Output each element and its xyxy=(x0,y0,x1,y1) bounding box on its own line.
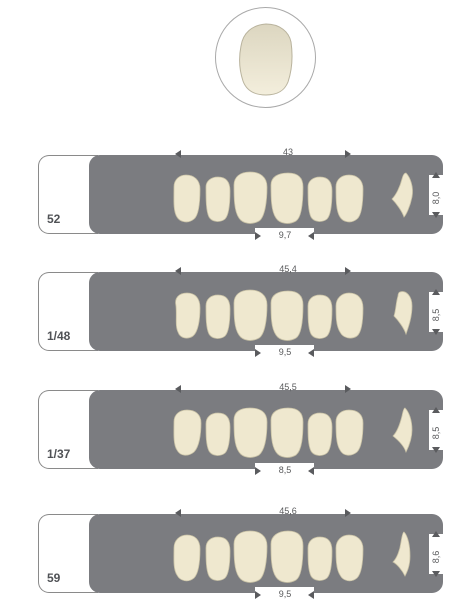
width-bar xyxy=(227,381,405,390)
central-width-bar xyxy=(255,463,314,474)
height-value: 8,6 xyxy=(431,550,441,564)
height-bar xyxy=(429,292,443,332)
teeth-row-icon xyxy=(173,530,364,583)
arrow-right-icon xyxy=(345,150,351,158)
width-bar xyxy=(227,505,405,514)
model-label-box xyxy=(38,155,98,234)
tooth-side-profile xyxy=(390,288,416,341)
model-label-box xyxy=(38,272,98,351)
anterior-teeth-set xyxy=(168,526,388,591)
model-number: 52 xyxy=(47,212,61,226)
tooth-set-card: 45,5 8,5 8,5 1/37 xyxy=(38,381,443,475)
central-width-bar xyxy=(255,587,314,598)
arrow-left-icon xyxy=(175,509,181,517)
tooth-side-profile xyxy=(390,530,416,583)
total-width-value: 45,5 xyxy=(279,382,297,392)
height-value: 8,5 xyxy=(431,426,441,440)
anterior-teeth-set xyxy=(168,167,388,232)
tooth-set-card: 43 8,0 9,7 52 xyxy=(38,146,443,240)
tooth-front-icon xyxy=(239,23,293,96)
arrow-left-icon xyxy=(308,232,314,240)
arrow-up-icon xyxy=(432,289,440,295)
arrow-left-icon xyxy=(175,385,181,393)
teeth-row-icon xyxy=(173,171,364,224)
arrow-down-icon xyxy=(432,571,440,577)
arrow-right-icon xyxy=(345,267,351,275)
arrow-left-icon xyxy=(308,349,314,357)
model-number: 1/48 xyxy=(47,329,71,343)
anterior-teeth-set xyxy=(168,284,388,349)
height-bar xyxy=(429,175,443,215)
teeth-row-icon xyxy=(175,289,364,341)
central-width-value: 9,5 xyxy=(278,589,292,599)
arrow-right-icon xyxy=(255,591,261,599)
height-value: 8,0 xyxy=(431,191,441,205)
central-width-value: 9,7 xyxy=(278,230,292,240)
central-width-value: 9,5 xyxy=(278,347,292,357)
width-bar xyxy=(227,263,405,272)
arrow-right-icon xyxy=(255,467,261,475)
arrow-right-icon xyxy=(345,385,351,393)
total-width-value: 45,6 xyxy=(279,506,297,516)
tooth-side-icon xyxy=(391,172,413,218)
tooth-side-profile xyxy=(390,406,416,459)
central-width-bar xyxy=(255,228,314,239)
height-bar xyxy=(429,534,443,574)
arrow-down-icon xyxy=(432,329,440,335)
central-width-bar xyxy=(255,345,314,356)
teeth-row-icon xyxy=(173,407,364,458)
arrow-right-icon xyxy=(255,232,261,240)
tooth-side-icon xyxy=(393,291,413,336)
arrow-left-icon xyxy=(175,150,181,158)
tooth-side-icon xyxy=(392,531,411,577)
total-width-value: 43 xyxy=(282,147,293,157)
model-label-box xyxy=(38,390,98,469)
tooth-set-card: 45,6 8,6 9,5 59 xyxy=(38,505,443,599)
arrow-left-icon xyxy=(175,267,181,275)
height-bar xyxy=(429,410,443,450)
height-value: 8,5 xyxy=(431,308,441,322)
total-width-value: 45,4 xyxy=(279,264,297,274)
arrow-down-icon xyxy=(432,447,440,453)
tooth-side-profile xyxy=(390,171,416,224)
arrow-left-icon xyxy=(308,591,314,599)
model-label-box xyxy=(38,514,98,593)
tooth-shape-preview xyxy=(215,7,316,108)
model-number: 1/37 xyxy=(47,447,71,461)
arrow-right-icon xyxy=(255,349,261,357)
width-bar xyxy=(227,146,405,155)
arrow-up-icon xyxy=(432,531,440,537)
arrow-up-icon xyxy=(432,172,440,178)
arrow-down-icon xyxy=(432,212,440,218)
anterior-teeth-set xyxy=(168,402,388,467)
arrow-up-icon xyxy=(432,407,440,413)
central-width-value: 8,5 xyxy=(278,465,292,475)
tooth-side-icon xyxy=(392,407,413,454)
model-number: 59 xyxy=(47,571,61,585)
arrow-right-icon xyxy=(345,509,351,517)
arrow-left-icon xyxy=(308,467,314,475)
tooth-set-card: 45,4 8,5 9,5 1/48 xyxy=(38,263,443,357)
